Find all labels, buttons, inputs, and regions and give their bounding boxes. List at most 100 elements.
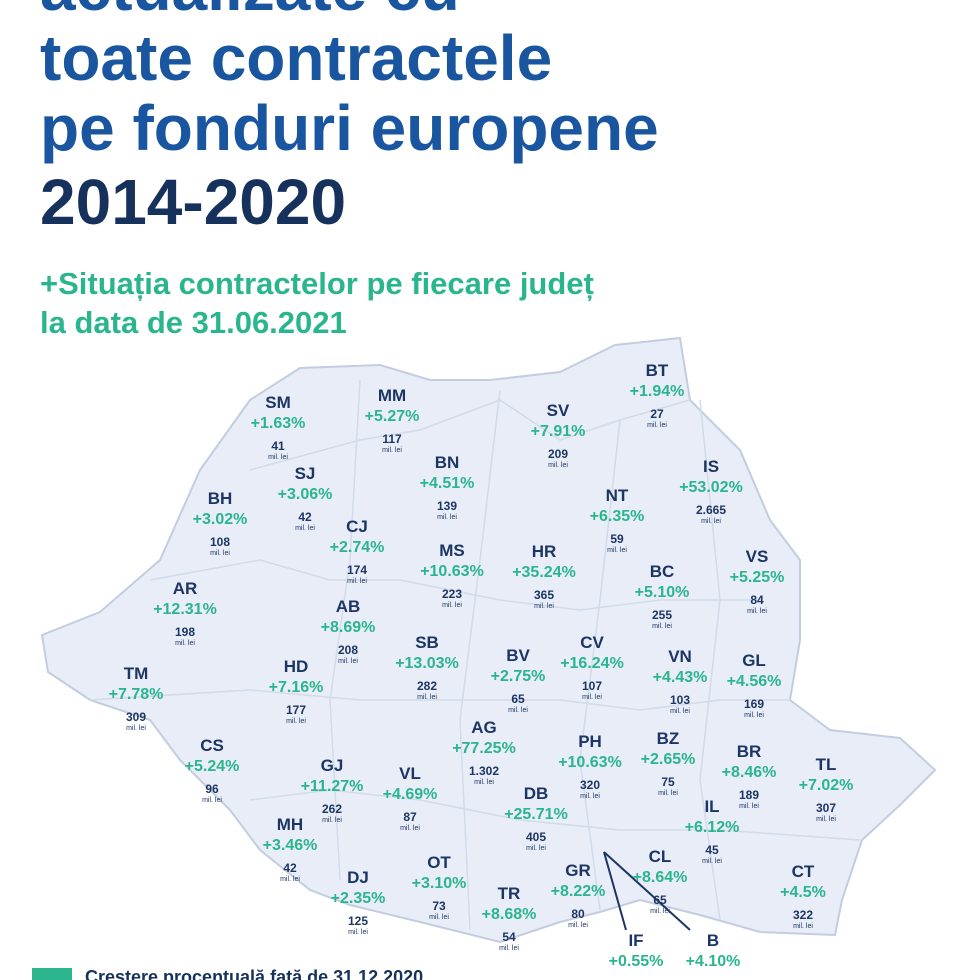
county-change: +6.12% <box>685 819 740 836</box>
county-unit: mil. lei <box>747 608 767 615</box>
county-change: +25.71% <box>504 806 568 823</box>
county-code: CT <box>792 862 815 881</box>
county-value: 309 <box>126 710 146 724</box>
county-change: +53.02% <box>679 479 743 496</box>
county-value: 108 <box>210 535 230 549</box>
county-unit: mil. lei <box>652 623 672 630</box>
county-change: +3.46% <box>263 837 318 854</box>
county-code: VL <box>399 764 421 783</box>
county-code: VS <box>746 547 769 566</box>
county-change: +7.78% <box>109 686 164 703</box>
county-code: CV <box>580 633 604 652</box>
county-unit: mil. lei <box>607 547 627 554</box>
county-unit: mil. lei <box>647 422 667 429</box>
county-unit: mil. lei <box>474 779 494 786</box>
county-value: 365 <box>534 588 554 602</box>
county-unit: mil. lei <box>548 462 568 469</box>
county-change: +35.24% <box>512 564 576 581</box>
pointer-arrows <box>603 851 691 931</box>
county-code: AR <box>173 579 198 598</box>
county-value: 96 <box>205 782 219 796</box>
county-change: +4.69% <box>383 786 438 803</box>
county-code: AG <box>471 718 497 737</box>
county-change: +8.64% <box>633 869 688 886</box>
county-change: +2.35% <box>331 890 386 907</box>
county-change: +13.03% <box>395 655 459 672</box>
county-change: +5.10% <box>635 584 690 601</box>
county-unit: mil. lei <box>429 914 449 921</box>
county-value: 59 <box>610 532 624 546</box>
county-unit: mil. lei <box>268 454 288 461</box>
county-code: PH <box>578 732 602 751</box>
county-unit: mil. lei <box>816 816 836 823</box>
county-unit: mil. lei <box>658 790 678 797</box>
county-change: +3.06% <box>278 486 333 503</box>
county-code: BV <box>506 646 530 665</box>
county-unit: mil. lei <box>400 825 420 832</box>
county-code: NT <box>606 486 629 505</box>
county-unit: mil. lei <box>744 712 764 719</box>
county-code: BC <box>650 562 675 581</box>
county-value: 107 <box>582 679 602 693</box>
county-value: 208 <box>338 643 358 657</box>
county-code: GR <box>565 861 591 880</box>
county-value: 282 <box>417 679 437 693</box>
county-unit: mil. lei <box>670 708 690 715</box>
county-value: 177 <box>286 703 306 717</box>
title-line: 2014-2020 <box>40 166 346 238</box>
county-code: TR <box>498 884 521 903</box>
county-code: HR <box>532 542 557 561</box>
county-unit: mil. lei <box>348 929 368 936</box>
county-code: OT <box>427 853 451 872</box>
county-unit: mil. lei <box>210 550 230 557</box>
county-change: +16.24% <box>560 655 624 672</box>
county-value: 405 <box>526 830 546 844</box>
county-code: BN <box>435 453 460 472</box>
legend-label: Creștere procentuală față de 31.12.2020 <box>85 967 423 980</box>
county-code: BZ <box>657 729 680 748</box>
county-unit: mil. lei <box>582 694 602 701</box>
county-unit: mil. lei <box>280 876 300 883</box>
county-code: GJ <box>321 756 344 775</box>
county-value: 1.302 <box>469 764 499 778</box>
county-change: +7.16% <box>269 679 324 696</box>
county-value: 262 <box>322 802 342 816</box>
county-code: MM <box>378 386 406 405</box>
county-unit: mil. lei <box>382 447 402 454</box>
county-change: +5.25% <box>730 569 785 586</box>
county-code: BT <box>646 361 669 380</box>
county-unit: mil. lei <box>534 603 554 610</box>
county-change: +1.94% <box>630 383 685 400</box>
county-code: GL <box>742 651 766 670</box>
county-code: SV <box>547 401 570 420</box>
county-unit: mil. lei <box>295 525 315 532</box>
county-unit: mil. lei <box>347 578 367 585</box>
country-map <box>40 336 937 944</box>
county-code: SJ <box>295 464 316 483</box>
county-unit: mil. lei <box>417 694 437 701</box>
county-code: HD <box>284 657 309 676</box>
county-code: IL <box>704 797 719 816</box>
county-change: +8.68% <box>482 906 537 923</box>
county-code: TM <box>124 664 149 683</box>
county-code: DJ <box>347 868 369 887</box>
county-value: 125 <box>348 914 368 928</box>
county-code: B <box>707 931 719 950</box>
county-code: VN <box>668 647 692 666</box>
county-value: 103 <box>670 693 690 707</box>
county-value: 307 <box>816 801 836 815</box>
county-value: 80 <box>571 907 585 921</box>
legend-swatch <box>32 968 72 980</box>
subtitle-line: la data de 31.06.2021 <box>40 305 347 340</box>
county-unit: mil. lei <box>793 923 813 930</box>
county-value: 174 <box>347 563 367 577</box>
county-unit: mil. lei <box>437 514 457 521</box>
county-change: +11.27% <box>301 778 364 795</box>
county-change: +8.22% <box>551 883 606 900</box>
county-value: 209 <box>548 447 568 461</box>
county-change: +10.63% <box>420 563 484 580</box>
county-change: +4.5% <box>780 884 826 901</box>
